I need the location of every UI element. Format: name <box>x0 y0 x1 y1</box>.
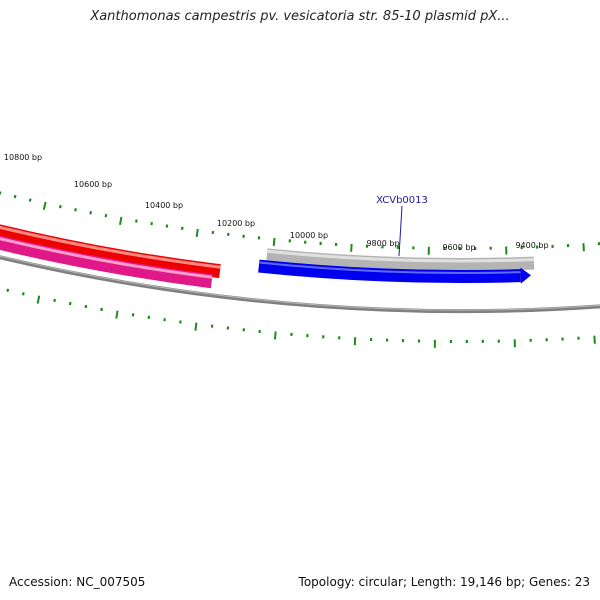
gene-blue-arrowhead <box>520 267 531 284</box>
inner-tick-ring <box>6 288 596 348</box>
tick-label-10200: 10200 bp <box>217 219 255 228</box>
inner-minor-tick <box>68 301 72 306</box>
tick-label-10800: 10800 bp <box>4 153 42 162</box>
gene-label-xcvb0013[interactable]: XCVb0013 <box>376 195 428 206</box>
tick-label-10000: 10000 bp <box>290 231 328 240</box>
tick-label-10600: 10600 bp <box>74 180 112 189</box>
gene-arc-blue[interactable] <box>258 259 531 284</box>
inner-major-tick <box>593 335 596 344</box>
plasmid-backbone <box>0 255 600 313</box>
outer-major-tick <box>42 201 47 210</box>
outer-minor-tick <box>74 208 77 212</box>
inner-minor-tick <box>84 304 88 309</box>
outer-major-tick <box>195 228 199 238</box>
gene-red-highlight <box>0 225 221 269</box>
outer-minor-tick <box>13 194 17 199</box>
map-title: Xanthomonas campestris pv. vesicatoria s… <box>90 9 510 24</box>
plasmid-backbone-highlight <box>0 255 600 311</box>
gene-arc-red[interactable] <box>0 189 221 279</box>
accession-label: Accession: NC_007505 <box>9 575 146 589</box>
inner-major-tick <box>194 322 198 331</box>
tick-label-9800: 9800 bp <box>366 239 399 248</box>
inner-major-tick <box>273 331 277 340</box>
tick-labels: 10800 bp 10600 bp 10400 bp 10200 bp 1000… <box>4 153 549 252</box>
tick-label-9400: 9400 bp <box>515 241 548 250</box>
gene-pink-highlight <box>0 237 213 279</box>
gene-blue-highlight <box>259 261 521 274</box>
gene-arc-gray[interactable] <box>266 248 535 271</box>
outer-minor-tick <box>89 211 93 215</box>
outer-tick-ring <box>0 191 600 255</box>
tick-label-10400: 10400 bp <box>145 201 183 210</box>
outer-major-tick <box>272 237 276 247</box>
gene-pink-body <box>0 235 213 289</box>
inner-major-tick <box>115 310 119 319</box>
inner-minor-tick <box>53 298 56 303</box>
gene-gray-highlight <box>267 249 534 263</box>
inner-major-tick <box>36 295 41 304</box>
gene-arc-pink[interactable] <box>0 200 213 289</box>
outer-minor-tick <box>135 219 138 223</box>
outer-minor-tick <box>28 198 32 202</box>
inner-minor-tick <box>6 288 10 293</box>
inner-minor-tick <box>100 307 103 312</box>
tick-label-9600: 9600 bp <box>442 243 475 252</box>
topology-summary: Topology: circular; Length: 19,146 bp; G… <box>298 575 590 589</box>
gene-label-pointer <box>398 205 403 257</box>
inner-minor-tick <box>21 292 25 296</box>
outer-minor-tick <box>104 214 108 218</box>
outer-minor-tick <box>58 204 62 209</box>
outer-major-tick <box>119 216 123 226</box>
